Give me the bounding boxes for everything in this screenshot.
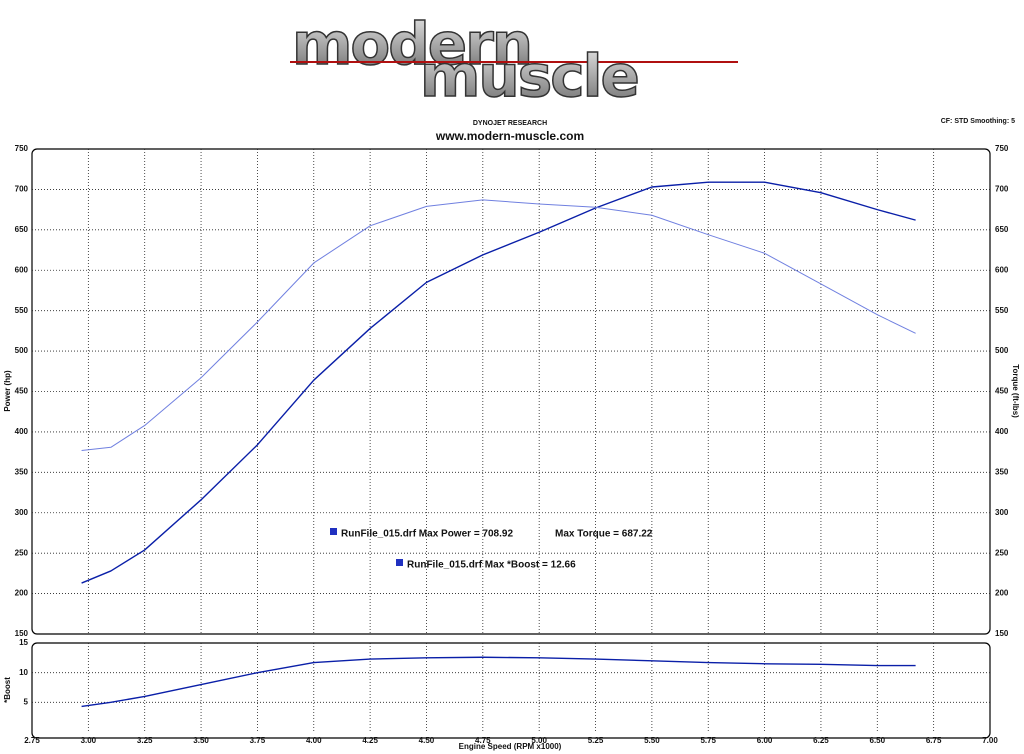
y-tick-label: 650	[15, 225, 29, 234]
y2-tick-label: 650	[995, 225, 1009, 234]
logo-line: muscle	[420, 42, 638, 110]
x-tick-label: 6.75	[926, 736, 942, 745]
x-tick-label: 6.50	[870, 736, 886, 745]
y-tick-label: 400	[15, 427, 29, 436]
legend-icon	[396, 559, 403, 566]
settings-note: CF: STD Smoothing: 5	[941, 118, 1015, 125]
y2-tick-label: 750	[995, 144, 1009, 153]
x-tick-label: 5.75	[700, 736, 716, 745]
y2-tick-label: 500	[995, 346, 1009, 355]
subtitle: DYNOJET RESEARCH	[473, 120, 547, 127]
x-tick-label: 3.75	[250, 736, 266, 745]
y2-tick-label: 300	[995, 508, 1009, 517]
y2-tick-label: 600	[995, 265, 1009, 274]
y2-tick-label: 700	[995, 185, 1009, 194]
x-tick-label: 4.00	[306, 736, 322, 745]
x-tick-label: 4.75	[475, 736, 491, 745]
x-tick-label: 3.25	[137, 736, 153, 745]
y-tick-label: 200	[15, 589, 29, 598]
y-tick-label: 700	[15, 185, 29, 194]
annotation: Max Torque = 687.22	[555, 529, 653, 540]
y2-tick-label: 350	[995, 467, 1009, 476]
legend-icon	[330, 528, 337, 535]
x-tick-label: 4.25	[362, 736, 378, 745]
x-tick-label: 5.25	[588, 736, 604, 745]
x-tick-label: 6.25	[813, 736, 829, 745]
y2-tick-label: 550	[995, 306, 1009, 315]
y2-axis-label: Torque (ft-lbs)	[1011, 364, 1020, 418]
x-tick-label: 2.75	[24, 736, 40, 745]
y-axis-label: *Boost	[3, 677, 12, 703]
y-tick-label: 500	[15, 346, 29, 355]
y-tick-label: 550	[15, 306, 29, 315]
plot-frame	[31, 642, 991, 739]
y-tick-label: 600	[15, 265, 29, 274]
y2-tick-label: 400	[995, 427, 1009, 436]
annotation: RunFile_015.drf Max *Boost = 12.66	[407, 560, 576, 571]
y-axis-label: Power (hp)	[3, 370, 12, 412]
x-tick-label: 3.50	[193, 736, 209, 745]
y-tick-label: 15	[19, 638, 28, 647]
y-tick-label: 300	[15, 508, 29, 517]
y-tick-label: 150	[15, 629, 29, 638]
y-tick-label: 750	[15, 144, 29, 153]
y2-tick-label: 200	[995, 589, 1009, 598]
annotation: RunFile_015.drf Max Power = 708.92	[341, 529, 513, 540]
y-tick-label: 250	[15, 548, 29, 557]
x-tick-label: 3.00	[81, 736, 97, 745]
y2-tick-label: 150	[995, 629, 1009, 638]
x-axis-label: Engine Speed (RPM x1000)	[459, 742, 562, 751]
x-tick-label: 4.50	[419, 736, 435, 745]
y-tick-label: 350	[15, 467, 29, 476]
data-line	[81, 199, 916, 452]
data-line	[81, 656, 916, 708]
y-tick-label: 5	[24, 697, 29, 706]
x-tick-label: 7.00	[982, 736, 998, 745]
y-tick-label: 450	[15, 387, 29, 396]
x-tick-label: 5.50	[644, 736, 660, 745]
logo-line: modern	[292, 10, 531, 78]
y-tick-label: 10	[19, 668, 28, 677]
y2-tick-label: 250	[995, 548, 1009, 557]
x-tick-label: 6.00	[757, 736, 773, 745]
data-line	[81, 181, 916, 584]
y2-tick-label: 450	[995, 387, 1009, 396]
chart-title: www.modern-muscle.com	[435, 129, 584, 143]
logo: modern muscle	[290, 9, 738, 111]
x-tick-label: 5.00	[531, 736, 547, 745]
